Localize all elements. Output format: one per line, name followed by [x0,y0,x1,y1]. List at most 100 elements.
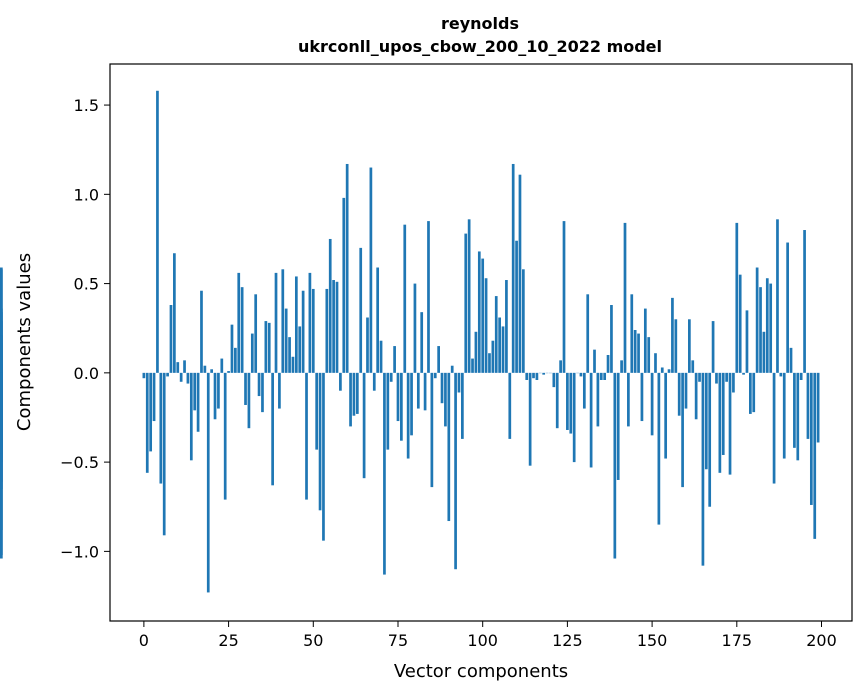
bar-component-184 [766,278,769,373]
bar-component-65 [363,373,366,478]
bar-component-80 [414,284,417,373]
bar-component-34 [258,373,261,396]
bar-component-175 [735,223,738,373]
bar-component-179 [749,373,752,414]
bar-component-158 [678,373,681,416]
bar-component-162 [691,360,694,373]
bar-component-69 [376,268,379,373]
bar-component-3 [153,373,156,421]
bar-component-52 [319,373,322,510]
bar-component-26 [231,325,234,373]
bar-component-166 [705,373,708,469]
bar-component-199 [817,373,820,443]
bar-component-132 [590,373,593,468]
x-tick-label: 0 [139,631,149,650]
bar-component-143 [627,373,630,427]
bar-component-107 [505,280,508,373]
bar-component-0 [143,373,146,378]
x-tick-label: 200 [806,631,837,650]
bar-component-188 [779,373,782,377]
bar-component-75 [397,373,400,421]
bar-component-177 [742,373,745,375]
bar-component-18 [204,366,207,373]
bar-component-19 [207,373,210,593]
bar-component-165 [702,373,705,566]
x-tick-label: 100 [467,631,498,650]
bar-component-136 [603,373,606,380]
bar-component-56 [332,280,335,373]
bar-component-84 [427,221,430,373]
bar-component-129 [580,373,583,377]
bar-component-95 [464,234,467,373]
bar-component-122 [556,373,559,428]
bar-component-30 [244,373,247,405]
bar-component-187 [776,219,779,373]
bar-component-176 [739,275,742,373]
chart-title: reynolds [441,14,519,33]
bar-component-51 [315,373,318,450]
bar-component-156 [671,298,674,373]
y-tick-label: −0.5 [60,453,99,472]
bar-component-146 [637,334,640,373]
y-tick-label: 1.0 [74,185,99,204]
bar-component-28 [237,273,240,373]
bar-component-49 [309,273,312,373]
bar-component-45 [295,276,298,372]
bar-component-12 [183,360,186,373]
bar-component-189 [783,373,786,459]
bar-component-2 [149,373,152,452]
x-axis-label: Vector components [394,661,568,682]
bar-component-61 [349,373,352,427]
bar-component-72 [386,373,389,450]
bar-component-8 [170,305,173,373]
bar-component-86 [434,373,437,378]
bar-component-53 [322,373,325,541]
bar-component-151 [654,353,657,373]
bar-component-142 [624,223,627,373]
bar-component-168 [712,321,715,373]
bar-component-25 [227,371,230,373]
bar-component-74 [393,346,396,373]
bar-component-13 [187,373,190,384]
bar-component-83 [424,373,427,410]
bar-component-14 [190,373,193,460]
bar-component-137 [607,355,610,373]
bar-component-152 [658,373,661,525]
y-axis-label: Components values [14,253,35,431]
bar-component-undefined [0,343,3,373]
bar-component-70 [380,341,383,373]
bar-component-48 [305,373,308,500]
bar-component-141 [620,360,623,373]
bar-component-89 [444,373,447,427]
chart-subtitle: ukrconll_upos_cbow_200_10_2022 model [298,37,662,56]
bar-component-87 [437,346,440,373]
bar-component-182 [759,287,762,373]
bar-component-16 [197,373,200,432]
bar-component-43 [288,337,291,373]
bar-component-90 [447,373,450,521]
bar-component-97 [471,359,474,373]
bar-component-10 [176,362,179,373]
bar-component-125 [566,373,569,430]
bar-component-169 [715,373,718,384]
bar-component-193 [796,373,799,460]
bar-component-99 [478,251,481,372]
bar-component-6 [163,373,166,535]
bar-component-123 [559,360,562,373]
bar-component-27 [234,348,237,373]
bar-component-17 [200,291,203,373]
bar-component-196 [807,373,810,439]
bar-component-77 [403,225,406,373]
bar-component-94 [461,373,464,439]
bar-component-92 [454,373,457,569]
bar-component-172 [725,373,728,382]
bar-component-91 [451,366,454,373]
bar-component-20 [210,369,213,373]
bar-component-159 [681,373,684,487]
bar-component-167 [708,373,711,507]
bar-component-57 [336,282,339,373]
bar-component-191 [790,348,793,373]
bar-component-126 [569,373,572,434]
